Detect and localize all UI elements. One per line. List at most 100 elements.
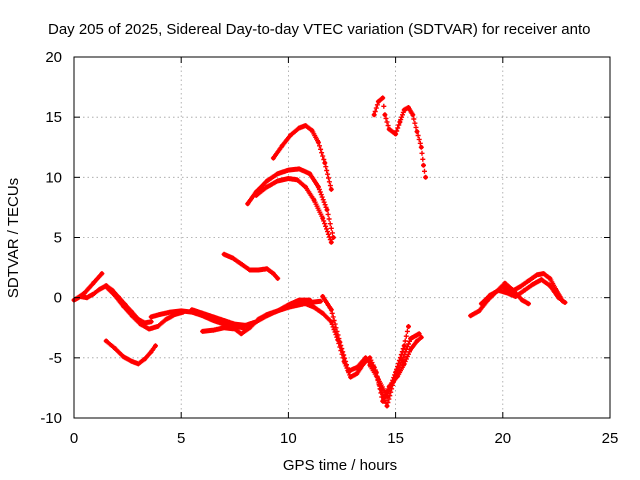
data-point [539, 277, 544, 282]
data-point [296, 302, 302, 308]
data-point [243, 323, 248, 328]
data-point [320, 216, 325, 221]
data-point [547, 283, 553, 288]
data-point [142, 356, 147, 362]
series-arc-o [371, 95, 429, 180]
data-point [386, 127, 392, 132]
data-point [230, 255, 235, 261]
data-point [408, 336, 413, 341]
data-point [279, 143, 285, 149]
data-point [468, 313, 473, 318]
y-tick-label: -10 [40, 410, 62, 427]
data-point [189, 307, 195, 312]
data-point [309, 128, 315, 133]
data-point [303, 301, 308, 306]
data-point [329, 307, 334, 312]
data-point [322, 160, 328, 166]
data-point [354, 371, 360, 376]
data-point [179, 308, 184, 314]
data-point [271, 155, 276, 161]
data-point [211, 314, 216, 320]
data-point [414, 129, 420, 134]
data-point [522, 288, 527, 293]
data-point [318, 299, 323, 304]
data-point [519, 297, 525, 303]
x-tick-label: 15 [387, 430, 404, 447]
data-point [419, 145, 424, 150]
data-point [200, 329, 205, 334]
data-point [380, 95, 385, 101]
data-point [121, 354, 126, 359]
data-point [393, 370, 398, 375]
data-point [296, 297, 302, 303]
data-point [406, 105, 411, 110]
data-point [382, 112, 388, 117]
data-point [421, 163, 426, 168]
data-point [256, 317, 261, 322]
data-point [307, 297, 313, 303]
data-point [530, 282, 536, 287]
data-point [393, 131, 398, 137]
data-point [541, 271, 546, 276]
data-point [307, 171, 313, 176]
data-point [146, 326, 152, 332]
data-point [517, 284, 523, 290]
data-point [138, 321, 143, 327]
data-point [354, 365, 360, 370]
data-point [121, 303, 126, 309]
data-point [487, 293, 493, 298]
data-point [303, 184, 308, 190]
data-point [275, 178, 280, 184]
data-point [153, 343, 158, 348]
data-point [296, 125, 302, 131]
data-point [221, 325, 227, 330]
data-point [416, 331, 422, 336]
data-point [148, 314, 154, 320]
data-point [286, 176, 291, 181]
data-point [329, 240, 334, 245]
data-point [239, 331, 244, 336]
data-point [264, 312, 270, 317]
data-point [200, 311, 205, 316]
data-point [155, 324, 160, 329]
data-points [71, 95, 568, 409]
data-point [513, 294, 518, 299]
data-point [97, 287, 102, 292]
x-tick-label: 5 [177, 430, 185, 447]
chart-title: Day 205 of 2025, Sidereal Day-to-day VTE… [48, 21, 590, 38]
x-tick-label: 20 [494, 430, 511, 447]
data-point [401, 343, 407, 348]
x-axis-label: GPS time / hours [283, 457, 397, 474]
data-point [329, 187, 334, 192]
data-point [554, 288, 559, 293]
data-point [221, 252, 227, 257]
data-point [247, 325, 253, 330]
data-point [136, 361, 141, 367]
series-arc-j [245, 166, 336, 240]
series-arc-c [103, 284, 186, 332]
data-point [477, 308, 482, 314]
y-tick-label: 0 [54, 290, 62, 307]
data-point [316, 140, 321, 145]
data-point [547, 276, 553, 281]
data-point [316, 184, 321, 190]
data-point [84, 295, 90, 300]
point-markers [320, 294, 422, 409]
x-tick-label: 25 [602, 430, 619, 447]
data-point [502, 281, 508, 286]
data-point [129, 359, 135, 364]
data-point [288, 133, 293, 138]
data-point [294, 177, 300, 182]
data-point [479, 301, 484, 306]
series-arc-m [320, 294, 422, 409]
data-point [526, 278, 531, 284]
data-point [286, 302, 291, 308]
x-tick-label: 0 [70, 430, 78, 447]
data-point [526, 301, 531, 306]
data-point [324, 207, 330, 213]
y-tick-label: 20 [45, 49, 62, 66]
point-markers [221, 251, 281, 281]
data-point [397, 119, 403, 125]
data-point [103, 284, 109, 290]
grid-lines [74, 57, 610, 418]
